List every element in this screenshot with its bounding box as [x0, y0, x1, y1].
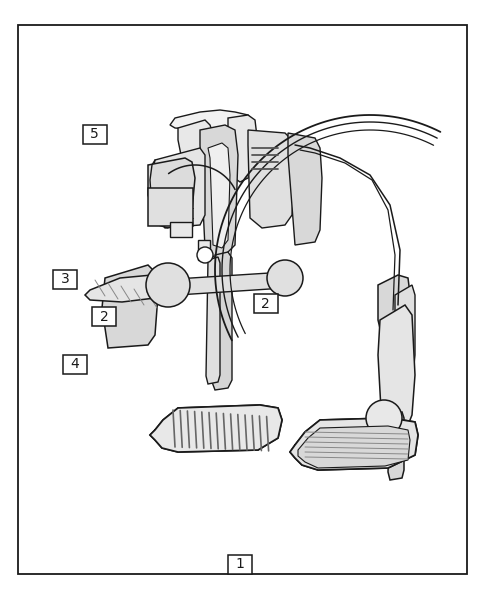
Bar — [170, 222, 192, 237]
Polygon shape — [206, 257, 220, 384]
Text: 1: 1 — [235, 557, 244, 571]
FancyBboxPatch shape — [92, 307, 116, 326]
Polygon shape — [208, 143, 229, 248]
Text: 3: 3 — [61, 272, 70, 286]
Polygon shape — [297, 426, 409, 468]
Polygon shape — [387, 412, 403, 480]
Bar — [197, 240, 210, 260]
Polygon shape — [102, 265, 158, 348]
Polygon shape — [150, 148, 205, 228]
FancyBboxPatch shape — [53, 270, 77, 289]
FancyBboxPatch shape — [227, 555, 252, 574]
Text: 4: 4 — [71, 357, 79, 371]
Polygon shape — [199, 125, 238, 258]
Circle shape — [146, 263, 190, 307]
Polygon shape — [247, 130, 294, 228]
FancyBboxPatch shape — [82, 125, 106, 144]
FancyBboxPatch shape — [253, 294, 277, 313]
Polygon shape — [227, 115, 257, 182]
Polygon shape — [156, 272, 291, 296]
Text: 5: 5 — [90, 127, 99, 141]
Polygon shape — [377, 275, 411, 392]
Polygon shape — [377, 305, 414, 428]
Circle shape — [267, 260, 302, 296]
Bar — [148, 188, 193, 226]
Polygon shape — [289, 418, 417, 470]
Polygon shape — [85, 275, 158, 302]
Text: 2: 2 — [100, 310, 108, 324]
Polygon shape — [148, 158, 195, 218]
Circle shape — [365, 400, 401, 436]
Polygon shape — [170, 110, 249, 130]
Polygon shape — [287, 133, 321, 245]
Text: 2: 2 — [261, 297, 270, 311]
Polygon shape — [394, 285, 414, 395]
Polygon shape — [212, 252, 231, 390]
Circle shape — [197, 247, 212, 263]
FancyBboxPatch shape — [63, 355, 87, 373]
Polygon shape — [150, 405, 281, 452]
Polygon shape — [178, 120, 214, 185]
